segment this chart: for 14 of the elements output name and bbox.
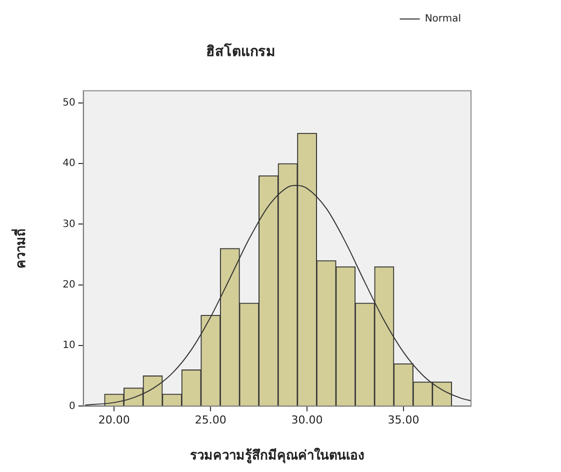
y-tick-label: 0 (68, 400, 76, 412)
x-tick-label: 20.00 (98, 414, 130, 427)
x-axis-title: รวมความรู้สึกมีคุณค่าในตนเอง (190, 446, 364, 464)
y-tick-label: 30 (62, 218, 76, 230)
legend-label: Normal (424, 14, 462, 25)
y-tick-label: 20 (62, 279, 76, 290)
x-tick-label: 30.00 (291, 414, 323, 427)
chart-title: ฮิสโตแกรม (206, 42, 275, 60)
y-tick-label: 10 (62, 340, 76, 352)
x-tick-label: 25.00 (194, 414, 226, 427)
y-axis-title: ความถี่ (11, 228, 30, 268)
x-tick-label: 35.00 (388, 414, 420, 427)
y-tick-label: 50 (62, 98, 76, 109)
y-tick-label: 40 (62, 158, 76, 170)
